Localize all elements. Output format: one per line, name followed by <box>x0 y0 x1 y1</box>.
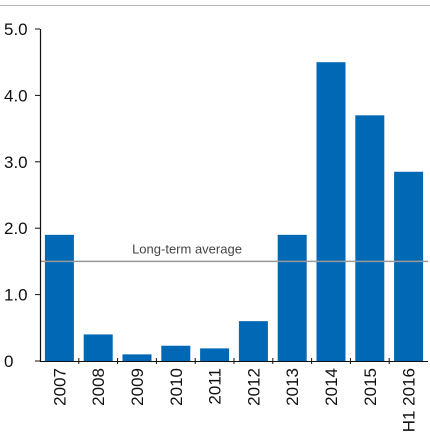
bar-2008 <box>83 334 113 361</box>
y-tick-label: 1.0 <box>4 286 28 305</box>
bar-2009 <box>122 354 152 361</box>
bar-2012 <box>238 321 268 361</box>
bar-2014 <box>316 62 346 361</box>
bar-h1-2016 <box>394 171 424 361</box>
x-tick-label: 2008 <box>89 368 108 406</box>
bar-2011 <box>200 348 230 361</box>
y-axis-ticks: 0 1.0 2.0 3.0 4.0 5.0 <box>4 20 40 371</box>
bars <box>44 62 424 361</box>
bar-2007 <box>44 234 74 361</box>
y-tick-label: 5.0 <box>4 20 28 39</box>
bar-2010 <box>161 345 191 361</box>
y-tick-label: 0 <box>4 352 13 371</box>
x-tick-label: 2015 <box>361 368 380 406</box>
x-tick-label: 2012 <box>244 368 263 406</box>
x-tick-label: 2007 <box>50 368 69 406</box>
reference-line-label: Long-term average <box>132 241 242 256</box>
x-tick-label: 2011 <box>206 368 225 405</box>
x-tick-label: H1 2016 <box>400 368 419 432</box>
y-tick-label: 2.0 <box>4 219 28 238</box>
x-tick-label: 2013 <box>283 368 302 406</box>
x-tick-label: 2010 <box>167 368 186 406</box>
x-axis-ticks: 2007 2008 2009 2010 2011 2012 2013 2014 2015 H1 2… <box>50 358 419 432</box>
y-tick-label: 4.0 <box>4 86 28 105</box>
x-tick-label: 2009 <box>128 368 147 406</box>
bar-2013 <box>277 234 307 361</box>
bar-2015 <box>355 115 385 361</box>
x-tick-label: 2014 <box>322 368 341 406</box>
y-tick-label: 3.0 <box>4 153 28 172</box>
